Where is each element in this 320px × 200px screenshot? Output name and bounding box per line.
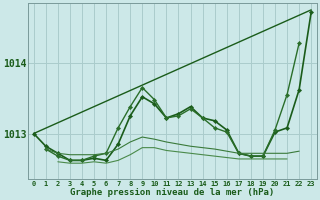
X-axis label: Graphe pression niveau de la mer (hPa): Graphe pression niveau de la mer (hPa) xyxy=(70,188,275,197)
